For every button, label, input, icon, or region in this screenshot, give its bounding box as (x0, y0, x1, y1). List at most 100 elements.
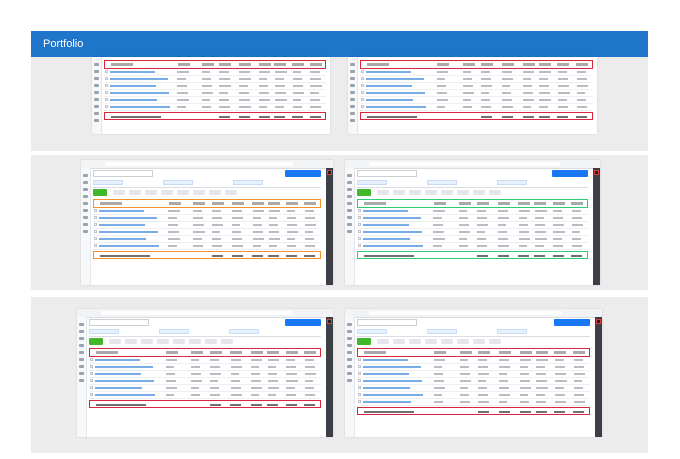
row-value (209, 380, 218, 382)
review-button (285, 319, 321, 326)
row-value (502, 78, 514, 80)
row-value (481, 85, 493, 87)
row-value (502, 99, 513, 101)
row-value (433, 359, 446, 361)
total-value (230, 404, 242, 406)
ads-manager-sidebar (345, 168, 355, 285)
table-header (357, 348, 590, 357)
row-value (499, 401, 508, 403)
campaign-name (99, 238, 146, 240)
row-value (497, 231, 507, 233)
row-value (536, 373, 547, 375)
row-value (239, 78, 251, 80)
total-value (498, 411, 510, 413)
campaign-name (363, 366, 421, 368)
toolbar-button (377, 190, 389, 195)
row-value (177, 92, 188, 94)
sidebar-icon (350, 70, 355, 73)
toolbar-button (489, 339, 501, 344)
row-value (286, 245, 297, 247)
row-value (177, 78, 186, 80)
row-checkbox (361, 77, 364, 80)
results-total-label (111, 116, 161, 118)
row-value (433, 231, 444, 233)
row-value (219, 85, 231, 87)
row-value (259, 71, 271, 73)
table-row (357, 385, 590, 392)
row-value (268, 224, 279, 226)
row-value (193, 217, 203, 219)
total-value (552, 255, 564, 257)
level-tabs (357, 179, 588, 188)
row-checkbox (361, 84, 364, 87)
level-tab (159, 329, 189, 334)
row-value (436, 71, 449, 73)
row-value (259, 106, 268, 108)
toolbar-button (473, 190, 485, 195)
row-value (523, 85, 533, 87)
row-value (274, 99, 287, 101)
row-value (502, 106, 514, 108)
column-header (231, 202, 244, 205)
row-value (230, 380, 240, 382)
row-value (558, 85, 569, 87)
screenshot-thumbnail (92, 57, 330, 134)
column-header (191, 351, 204, 354)
column-header (498, 351, 511, 354)
sidebar-icon (350, 91, 355, 94)
row-value (477, 238, 487, 240)
sidebar-icon (347, 209, 352, 212)
column-header-campaign (367, 63, 389, 66)
campaign-name (110, 71, 155, 73)
extension-button (594, 170, 599, 175)
row-value (274, 78, 284, 80)
results-total-row (357, 407, 590, 415)
row-value (211, 217, 222, 219)
row-value (573, 359, 583, 361)
row-value (268, 245, 278, 247)
column-header (478, 351, 491, 354)
sidebar-icon (83, 174, 88, 177)
campaign-name (363, 359, 408, 361)
row-value (436, 78, 446, 80)
toolbar-button (409, 339, 421, 344)
toolbar-button (457, 190, 469, 195)
sidebar-icon (79, 372, 84, 375)
row-value (286, 394, 296, 396)
row-value (230, 359, 241, 361)
row-value (292, 78, 303, 80)
row-value (497, 210, 508, 212)
row-value (520, 380, 531, 382)
row-value (520, 373, 530, 375)
table-row (93, 208, 321, 215)
campaigns-selector-row (93, 170, 321, 177)
toolbar-button (157, 339, 169, 344)
table-row (357, 357, 590, 364)
row-value (433, 380, 445, 382)
sidebar-icon (350, 84, 355, 87)
campaign-name (110, 92, 169, 94)
create-button (357, 338, 371, 345)
sidebar-icon (83, 181, 88, 184)
toolbar-button (145, 190, 157, 195)
row-value (239, 99, 250, 101)
row-value (286, 366, 296, 368)
row-value (536, 401, 547, 403)
screenshot-thumbnail (345, 160, 600, 285)
row-value (576, 71, 586, 73)
row-checkbox (358, 216, 361, 219)
sidebar-icon (350, 98, 355, 101)
column-header (303, 351, 316, 354)
results-total-row (93, 251, 321, 259)
row-value (310, 106, 321, 108)
campaign-name (95, 373, 141, 375)
row-value (259, 85, 269, 87)
column-header (193, 202, 206, 205)
sidebar-icon (347, 223, 352, 226)
campaign-name (363, 387, 410, 389)
row-value (458, 210, 468, 212)
row-value (459, 373, 470, 375)
sidebar-icon (347, 365, 352, 368)
row-value (219, 78, 230, 80)
row-value (478, 394, 489, 396)
